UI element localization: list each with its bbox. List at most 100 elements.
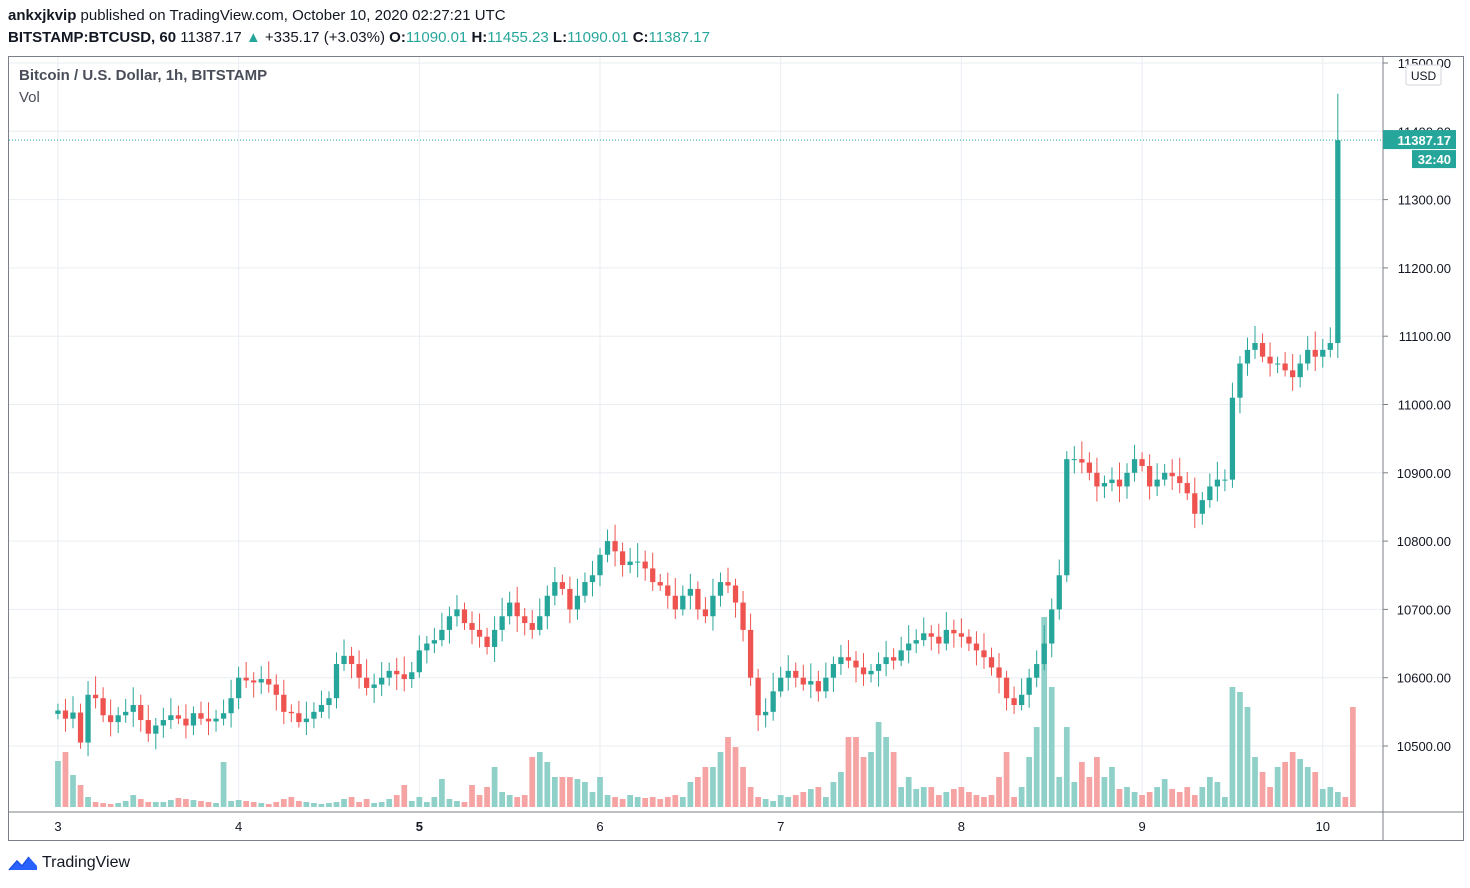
candle-body[interactable]	[988, 657, 995, 668]
candle-body[interactable]	[431, 640, 438, 644]
candle-body[interactable]	[725, 582, 731, 586]
volume-bar[interactable]	[85, 797, 91, 807]
candle-body[interactable]	[845, 657, 852, 661]
volume-bar[interactable]	[476, 795, 483, 807]
volume-bar[interactable]	[1184, 787, 1191, 807]
candle-body[interactable]	[875, 664, 882, 671]
candle-body[interactable]	[100, 698, 106, 716]
volume-bar[interactable]	[175, 798, 182, 807]
candle-body[interactable]	[92, 694, 99, 699]
volume-bar[interactable]	[988, 795, 995, 807]
volume-bar[interactable]	[1222, 797, 1228, 807]
volume-bar[interactable]	[1334, 792, 1341, 807]
candle-body[interactable]	[627, 561, 633, 566]
volume-bar[interactable]	[838, 772, 844, 807]
volume-bar[interactable]	[303, 802, 310, 807]
candle-body[interactable]	[860, 667, 867, 675]
candle-body[interactable]	[823, 677, 829, 692]
candle-body[interactable]	[363, 677, 370, 688]
volume-bar[interactable]	[966, 792, 972, 807]
volume-bar[interactable]	[717, 752, 724, 807]
volume-bar[interactable]	[529, 757, 536, 807]
candle-body[interactable]	[522, 616, 528, 624]
candle-body[interactable]	[281, 694, 287, 712]
volume-bar[interactable]	[183, 799, 189, 807]
candle-body[interactable]	[228, 698, 234, 714]
volume-bar[interactable]	[1154, 787, 1160, 807]
candle-body[interactable]	[853, 660, 859, 668]
candle-body[interactable]	[1267, 356, 1273, 364]
volume-bar[interactable]	[1139, 795, 1145, 807]
candle-body[interactable]	[755, 677, 761, 716]
candle-body[interactable]	[499, 616, 505, 630]
candle-body[interactable]	[454, 609, 460, 617]
volume-bar[interactable]	[883, 737, 889, 807]
volume-bar[interactable]	[1101, 777, 1108, 807]
candle-body[interactable]	[273, 684, 279, 695]
candle-body[interactable]	[303, 718, 310, 723]
currency-box[interactable]	[1405, 64, 1442, 86]
volume-bar[interactable]	[439, 779, 445, 807]
volume-bar[interactable]	[1169, 789, 1176, 807]
volume-bar[interactable]	[1003, 752, 1010, 807]
volume-bar[interactable]	[77, 785, 84, 807]
candle-body[interactable]	[574, 595, 581, 610]
candle-body[interactable]	[123, 711, 129, 716]
volume-bar[interactable]	[1312, 772, 1319, 807]
volume-bar[interactable]	[160, 802, 167, 807]
volume-bar[interactable]	[996, 777, 1002, 807]
volume-bar[interactable]	[506, 795, 513, 807]
volume-bar[interactable]	[981, 797, 987, 807]
candle-body[interactable]	[1192, 493, 1198, 514]
candle-body[interactable]	[311, 711, 317, 719]
volume-bar[interactable]	[446, 799, 453, 807]
volume-bar[interactable]	[1131, 792, 1138, 807]
candle-body[interactable]	[484, 636, 490, 647]
volume-bar[interactable]	[1289, 752, 1296, 807]
volume-bar[interactable]	[1252, 757, 1258, 807]
volume-bar[interactable]	[657, 799, 664, 807]
volume-bar[interactable]	[393, 795, 400, 807]
volume-bar[interactable]	[333, 802, 340, 807]
candle-body[interactable]	[439, 629, 445, 641]
candle-body[interactable]	[1320, 349, 1326, 357]
volume-bar[interactable]	[928, 787, 935, 807]
volume-bar[interactable]	[228, 801, 234, 807]
volume-bar[interactable]	[679, 797, 686, 807]
volume-bar[interactable]	[1229, 687, 1236, 807]
author-name[interactable]: ankxjkvip	[8, 7, 77, 24]
volume-bar[interactable]	[612, 797, 618, 807]
candle-body[interactable]	[1305, 349, 1311, 364]
volume-bar[interactable]	[1078, 762, 1085, 807]
candle-body[interactable]	[1101, 483, 1108, 487]
volume-bar[interactable]	[469, 785, 475, 807]
volume-bar[interactable]	[454, 801, 460, 807]
candle-body[interactable]	[296, 713, 302, 723]
candle-body[interactable]	[1094, 472, 1100, 487]
volume-bar[interactable]	[1176, 792, 1183, 807]
volume-bar[interactable]	[1297, 759, 1304, 807]
candle-body[interactable]	[251, 680, 257, 683]
candle-body[interactable]	[1252, 343, 1258, 350]
candle-body[interactable]	[476, 629, 483, 637]
volume-bar[interactable]	[250, 802, 257, 807]
volume-bar[interactable]	[348, 797, 355, 807]
candle-body[interactable]	[168, 715, 174, 721]
candle-body[interactable]	[582, 582, 588, 596]
volume-bar[interactable]	[634, 797, 641, 807]
candle-body[interactable]	[258, 679, 264, 683]
volume-bar[interactable]	[627, 795, 633, 807]
candle-body[interactable]	[981, 650, 987, 658]
candle-body[interactable]	[1071, 459, 1077, 461]
candle-body[interactable]	[1154, 479, 1160, 487]
volume-bar[interactable]	[1011, 797, 1017, 807]
candle-body[interactable]	[386, 670, 392, 678]
volume-bar[interactable]	[649, 797, 656, 807]
candle-body[interactable]	[379, 677, 385, 685]
volume-bar[interactable]	[280, 799, 287, 807]
candle-body[interactable]	[921, 633, 927, 641]
candle-body[interactable]	[318, 705, 325, 712]
candle-body[interactable]	[604, 541, 611, 555]
volume-bar[interactable]	[725, 737, 731, 807]
